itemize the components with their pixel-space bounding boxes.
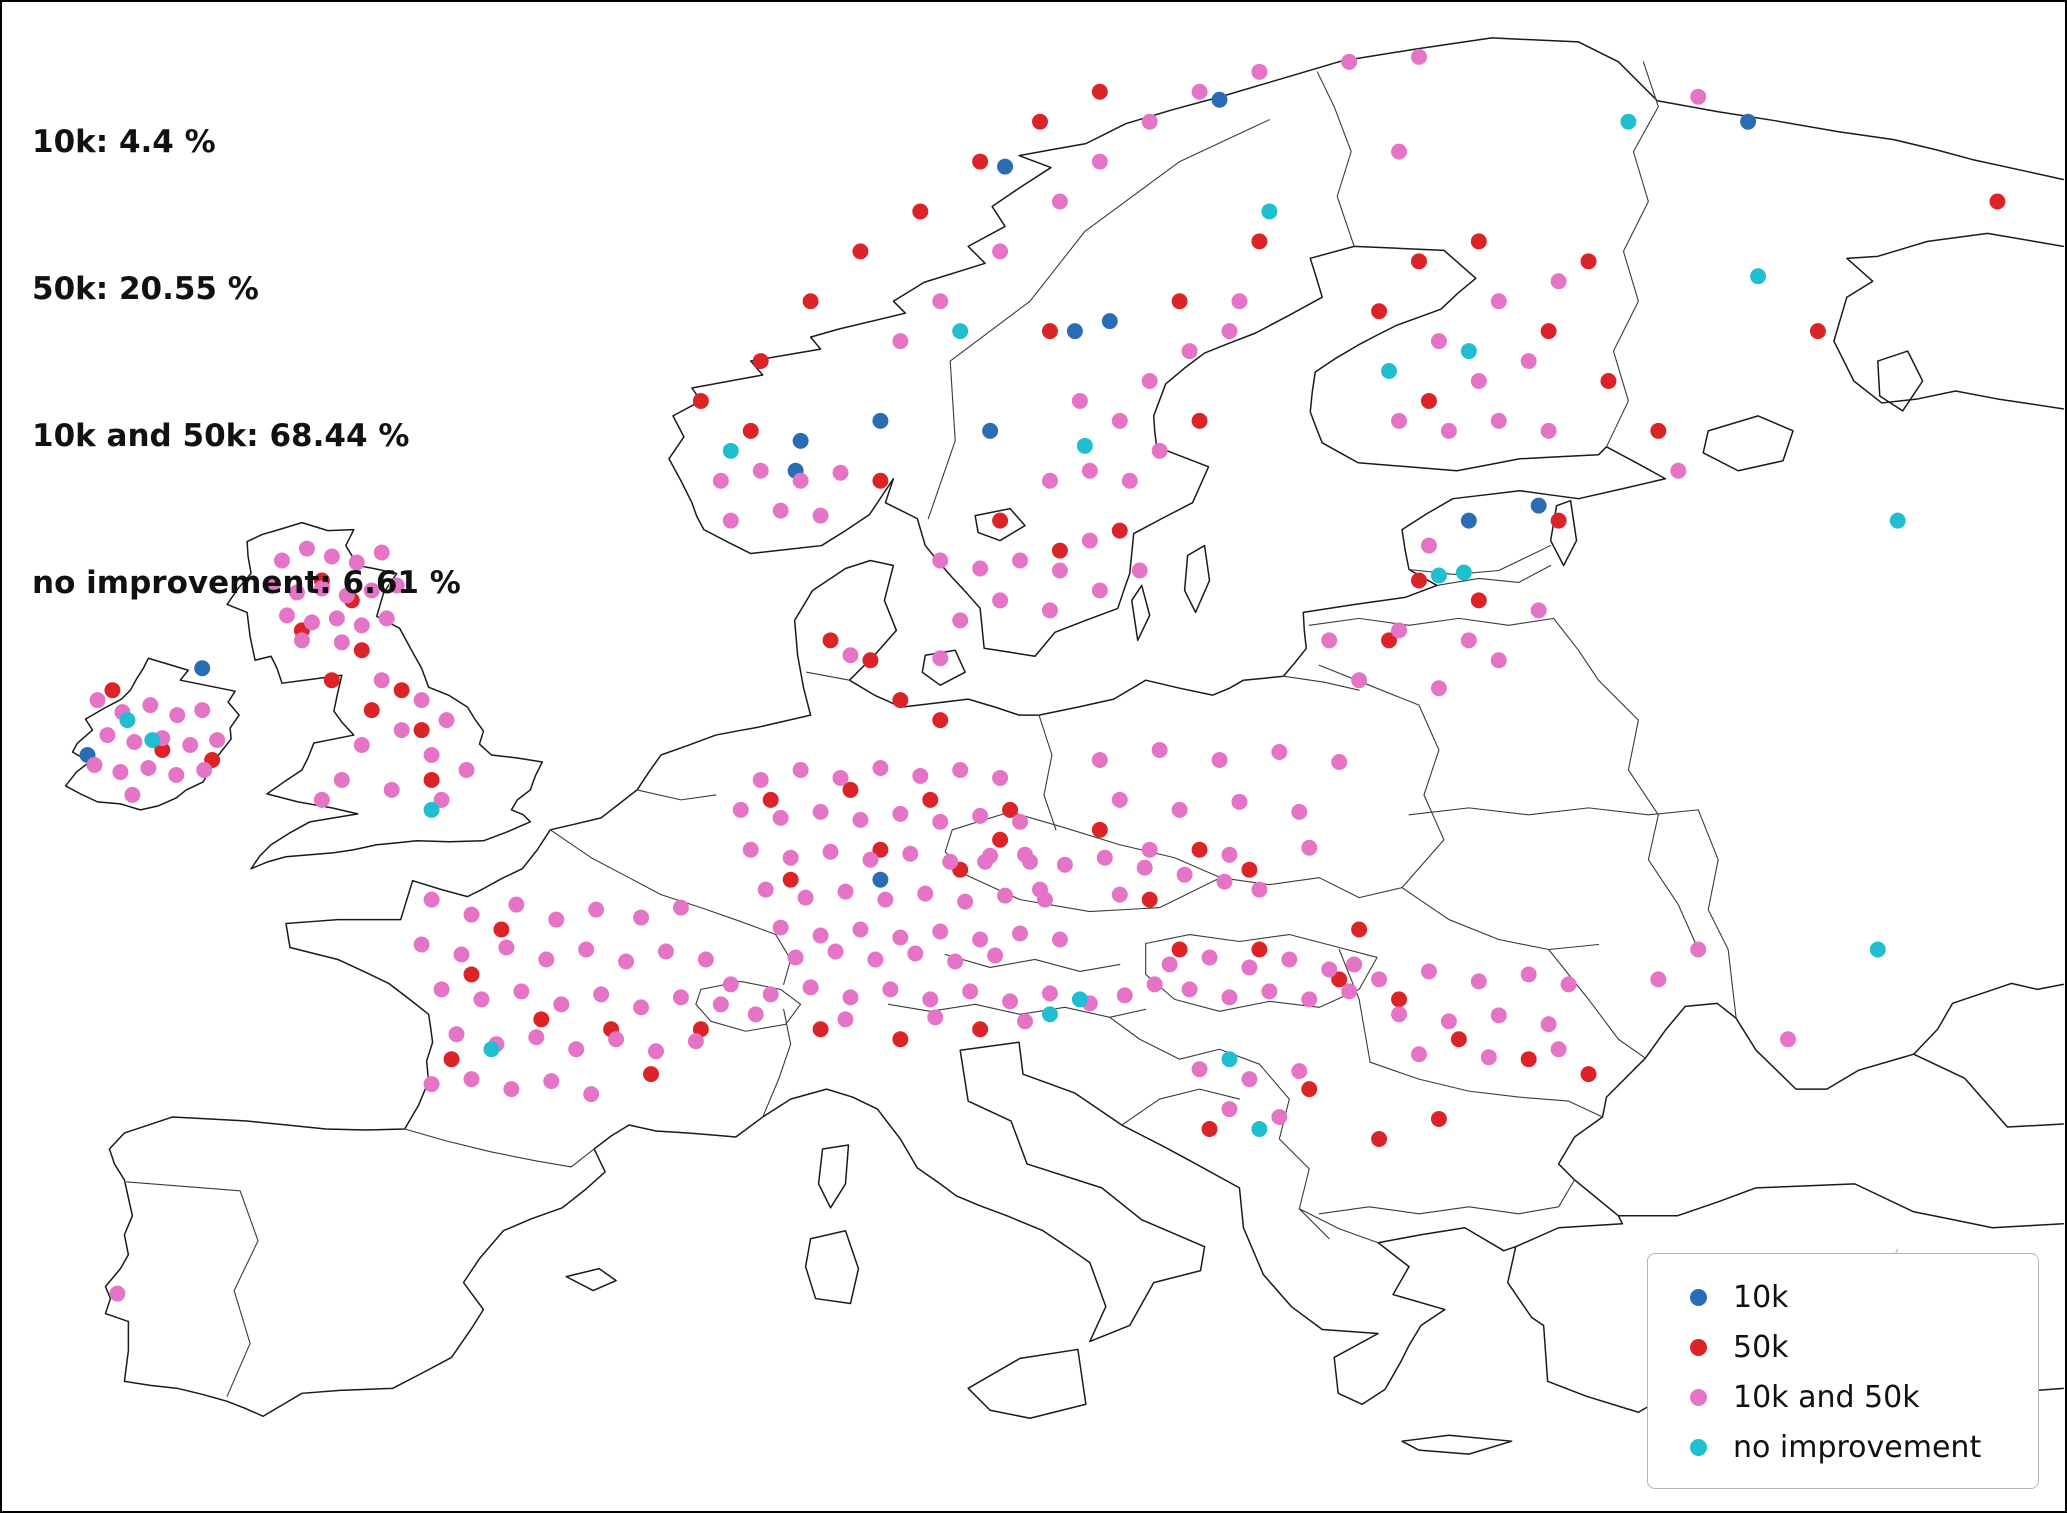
legend-item-no-improvement: no improvement: [1676, 1422, 2018, 1472]
legend-swatch-10k-and-50k: [1690, 1388, 1707, 1406]
legend: 10k 50k 10k and 50k no improvement: [1647, 1253, 2039, 1489]
scatter-layer: [79, 48, 2006, 1302]
legend-swatch-no-improvement: [1690, 1438, 1707, 1456]
coastlines: [64, 37, 2065, 1457]
stat-line-50k: 50k: 20.55 %: [32, 271, 259, 307]
legend-swatch-50k: [1690, 1338, 1707, 1356]
legend-label-50k: 50k: [1733, 1329, 1789, 1365]
stat-line-10k-and-50k: 10k and 50k: 68.44 %: [32, 418, 410, 454]
stat-line-no-improvement: no improvement: 6.61 %: [32, 565, 461, 601]
stat-line-10k: 10k: 4.4 %: [32, 124, 216, 160]
legend-label-10k-and-50k: 10k and 50k: [1733, 1379, 1920, 1415]
legend-item-10k-and-50k: 10k and 50k: [1676, 1372, 2018, 1422]
legend-item-10k: 10k: [1676, 1272, 2018, 1322]
legend-label-10k: 10k: [1733, 1279, 1789, 1315]
legend-label-no-improvement: no improvement: [1733, 1429, 1982, 1465]
legend-item-50k: 50k: [1676, 1322, 2018, 1372]
legend-swatch-10k: [1690, 1288, 1707, 1306]
stats-annotation: 10k: 4.4 % 50k: 20.55 % 10k and 50k: 68.…: [32, 20, 461, 706]
